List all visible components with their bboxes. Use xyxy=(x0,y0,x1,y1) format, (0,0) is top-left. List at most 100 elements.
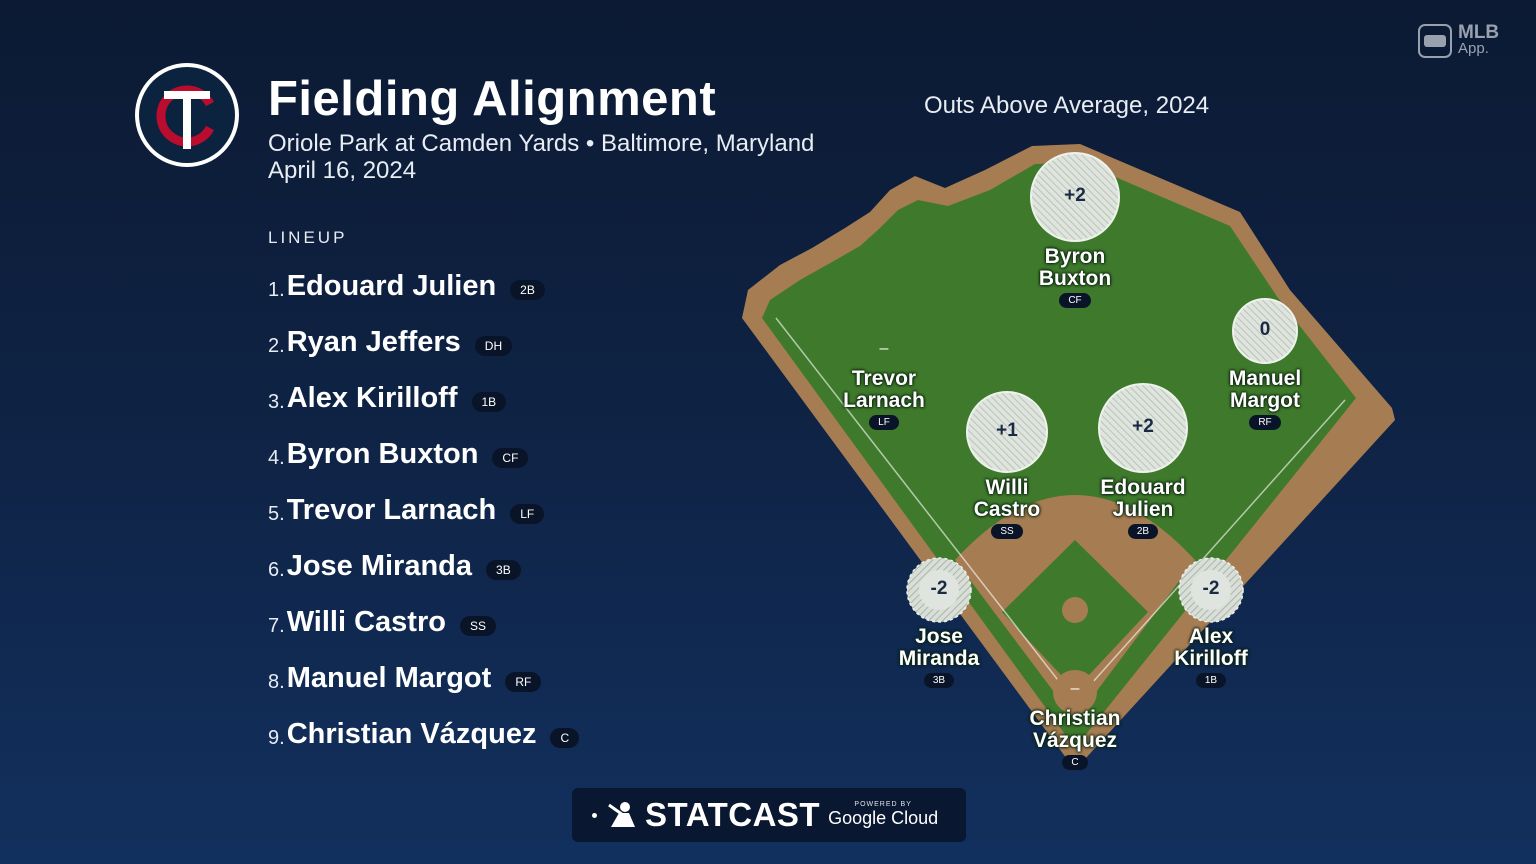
lineup-item: 1. Edouard Julien 2B xyxy=(268,258,579,314)
player-first-name: Jose xyxy=(915,625,963,648)
field-player-1b: Alex Kirilloff 1B xyxy=(1101,626,1321,688)
field-player-2b: Edouard Julien 2B xyxy=(1033,477,1253,539)
lineup-number: 9. xyxy=(268,726,285,749)
lineup-item: 2. Ryan Jeffers DH xyxy=(268,314,579,370)
powered-by-label: POWERED BY xyxy=(854,801,912,808)
lineup-list: 1. Edouard Julien 2B 2. Ryan Jeffers DH 3. Al… xyxy=(268,258,580,762)
mlb-app-badge: MLB App. xyxy=(1418,22,1500,58)
player-last-name: Vázquez xyxy=(1032,729,1118,752)
oaa-value-1b: -2 xyxy=(1202,578,1220,599)
venue-subtitle: Oriole Park at Camden Yards • Baltimore,… xyxy=(268,130,815,157)
lineup-player-name: Jose Miranda xyxy=(286,549,473,582)
lineup-player-name: Edouard Julien xyxy=(286,269,497,302)
position-badge: SS xyxy=(991,524,1023,539)
position-badge: SS xyxy=(459,616,496,636)
game-date: April 16, 2024 xyxy=(268,157,417,184)
twins-logo xyxy=(135,63,239,167)
player-first-name: Alex xyxy=(1188,625,1234,648)
statcast-banner: STATCAST POWERED BY Google Cloud xyxy=(572,788,966,842)
position-badge: 1B xyxy=(1195,673,1227,688)
page-title: Fielding Alignment xyxy=(268,72,717,126)
player-last-name: Buxton xyxy=(1038,267,1112,290)
lineup-number: 3. xyxy=(268,390,285,413)
position-badge: C xyxy=(550,728,580,748)
position-badge: 2B xyxy=(510,280,545,300)
oaa-circle-3b-inner xyxy=(919,570,959,610)
lineup-player-name: Willi Castro xyxy=(286,605,446,638)
oaa-circle-rf xyxy=(1232,298,1298,364)
oaa-heading: Outs Above Average, 2024 xyxy=(924,92,1210,119)
oaa-circle-cf xyxy=(1030,152,1120,242)
mlb-app-line2: App. xyxy=(1458,40,1489,57)
mlb-app-line1: MLB xyxy=(1458,22,1500,43)
player-first-name: Willi xyxy=(985,476,1029,499)
lineup-number: 2. xyxy=(268,334,285,357)
position-badge: DH xyxy=(474,336,513,356)
lineup-player-name: Alex Kirilloff xyxy=(286,381,458,414)
oaa-value-cf: +2 xyxy=(1064,185,1086,206)
oaa-value-2b: +2 xyxy=(1132,416,1154,437)
oaa-circle-ss xyxy=(966,391,1048,473)
position-badge: LF xyxy=(869,415,899,430)
player-last-name: Castro xyxy=(973,498,1041,521)
oaa-value-c: – xyxy=(1070,680,1080,697)
field-player-c: Christian Vázquez C xyxy=(965,708,1185,770)
player-first-name: Christian xyxy=(1029,707,1121,730)
oaa-value-ss: +1 xyxy=(996,420,1018,441)
statcast-wordmark: STATCAST xyxy=(645,796,821,833)
position-badge: LF xyxy=(510,504,545,524)
oaa-value-3b: -2 xyxy=(930,578,948,599)
lineup-number: 5. xyxy=(268,502,285,525)
field-player-rf: Manuel Margot RF xyxy=(1155,368,1375,430)
batter-icon xyxy=(608,802,635,827)
field-player-3b: Jose Miranda 3B xyxy=(829,626,1049,688)
google-cloud-label: Google Cloud xyxy=(828,808,939,828)
lineup-number: 1. xyxy=(268,278,285,301)
oaa-circle-1b-inner xyxy=(1191,570,1231,610)
player-first-name: Manuel xyxy=(1228,367,1302,390)
dot-icon xyxy=(592,812,597,818)
lineup-number: 8. xyxy=(268,670,285,693)
position-badge: CF xyxy=(1059,293,1091,308)
player-first-name: Trevor xyxy=(851,367,917,390)
field-player-cf: Byron Buxton CF xyxy=(965,246,1185,308)
lineup-item: 4. Byron Buxton CF xyxy=(268,426,579,482)
position-badge: RF xyxy=(1249,415,1281,430)
lineup-player-name: Trevor Larnach xyxy=(286,493,497,526)
lineup-item: 8. Manuel Margot RF xyxy=(268,650,579,706)
oaa-value-rf: 0 xyxy=(1259,319,1271,340)
player-first-name: Byron xyxy=(1044,245,1106,268)
lineup-player-name: Christian Vázquez xyxy=(286,717,537,750)
player-last-name: Julien xyxy=(1112,498,1174,521)
oaa-circle-2b xyxy=(1098,383,1188,473)
position-badge: 1B xyxy=(471,392,507,412)
position-badge: 3B xyxy=(486,560,521,580)
lineup-number: 7. xyxy=(268,614,285,637)
lineup-item: 6. Jose Miranda 3B xyxy=(268,538,579,594)
position-badge: C xyxy=(1062,755,1088,770)
player-first-name: Edouard xyxy=(1100,476,1186,499)
mlb-logo-icon xyxy=(1418,24,1452,58)
home-plate-circle xyxy=(1053,670,1097,714)
lineup-item: 3. Alex Kirilloff 1B xyxy=(268,370,579,426)
lineup-player-name: Byron Buxton xyxy=(286,437,479,470)
outfield-grass xyxy=(762,162,1356,748)
lineup-item: 7. Willi Castro SS xyxy=(268,594,579,650)
position-badge: RF xyxy=(505,672,542,692)
field-player-lf: Trevor Larnach LF xyxy=(774,368,994,430)
field-player-ss: Willi Castro SS xyxy=(897,477,1117,539)
lineup-player-name: Manuel Margot xyxy=(286,661,492,694)
lineup-item: 9. Christian Vázquez C xyxy=(268,706,580,762)
position-badge: 3B xyxy=(923,673,955,688)
player-last-name: Margot xyxy=(1230,389,1300,412)
position-badge: CF xyxy=(492,448,529,468)
lineup-player-name: Ryan Jeffers xyxy=(286,325,461,358)
player-last-name: Kirilloff xyxy=(1174,647,1248,670)
lineup-number: 6. xyxy=(268,558,285,581)
lineup-item: 5. Trevor Larnach LF xyxy=(268,482,579,538)
player-last-name: Larnach xyxy=(843,389,925,412)
lineup-number: 4. xyxy=(268,446,285,469)
google-cloud-badge: POWERED BY Google Cloud xyxy=(828,801,938,829)
position-badge: 2B xyxy=(1127,524,1159,539)
